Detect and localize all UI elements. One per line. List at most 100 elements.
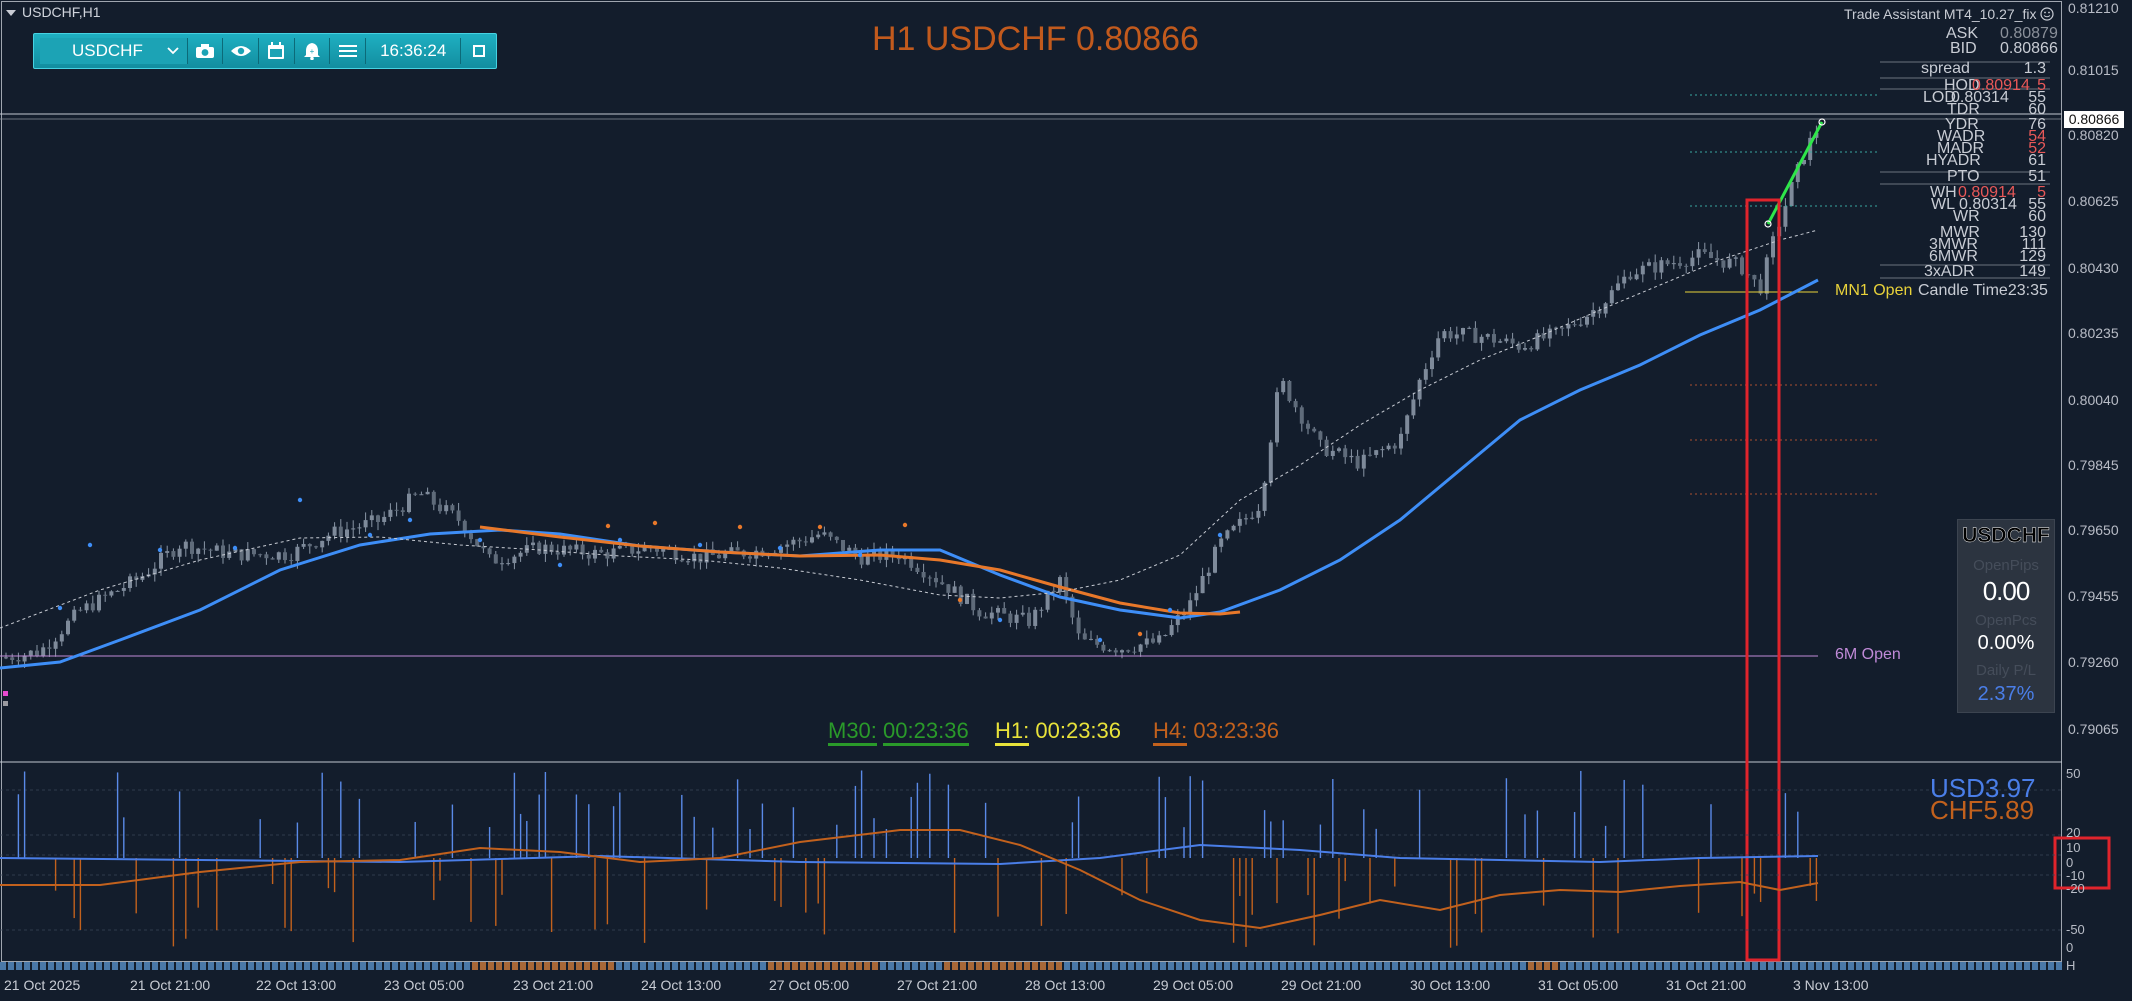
session-marker <box>1736 962 1742 970</box>
info-label: HOD <box>1944 77 1980 94</box>
candle <box>84 600 89 614</box>
price-axis-label: 0.80430 <box>2068 260 2119 276</box>
session-marker <box>1320 962 1326 970</box>
session-marker <box>176 962 182 970</box>
candle <box>605 549 610 567</box>
menu-button[interactable] <box>330 38 367 64</box>
screenshot-button[interactable] <box>188 38 224 64</box>
oscillator-axis-label: 0 <box>2066 940 2074 955</box>
session-marker <box>1392 962 1398 970</box>
candle <box>1802 159 1806 166</box>
info-value: 55 <box>2028 89 2046 106</box>
session-marker <box>1216 962 1222 970</box>
candle <box>394 502 399 517</box>
oscillator-axis-label: -10 <box>2066 868 2085 883</box>
session-marker <box>488 962 494 970</box>
session-marker <box>136 962 142 970</box>
candle <box>1721 260 1726 273</box>
info-value: 51 <box>2028 168 2046 185</box>
candle <box>580 539 585 560</box>
session-marker <box>88 962 94 970</box>
session-marker <box>1192 962 1198 970</box>
candle <box>506 558 511 566</box>
session-marker <box>1608 962 1614 970</box>
info-value: 129 <box>2019 248 2046 265</box>
candle <box>1014 609 1019 630</box>
session-marker <box>1864 962 1870 970</box>
calendar-button[interactable] <box>259 38 295 64</box>
session-marker <box>1008 962 1014 970</box>
session-marker <box>1040 962 1046 970</box>
candle <box>785 540 790 555</box>
candle <box>1213 544 1217 574</box>
candle <box>1262 481 1267 517</box>
session-marker <box>800 962 806 970</box>
candle <box>1163 634 1168 637</box>
session-marker <box>2048 962 2054 970</box>
session-marker <box>1776 962 1782 970</box>
session-marker <box>568 962 574 970</box>
window-button[interactable] <box>461 38 496 64</box>
session-marker <box>888 962 894 970</box>
session-marker <box>1568 962 1574 970</box>
session-marker <box>992 962 998 970</box>
candle <box>1665 258 1670 267</box>
info-value: 149 <box>2019 263 2046 280</box>
info-row-hyadr: HYADR <box>1926 153 1981 169</box>
session-marker <box>1384 962 1390 970</box>
candle <box>1504 334 1509 344</box>
candle <box>388 503 393 522</box>
candle <box>1566 318 1571 337</box>
candle <box>376 514 380 531</box>
candle <box>1715 250 1720 266</box>
candlestick-series <box>4 125 1819 669</box>
session-marker <box>1448 962 1454 970</box>
info-row-bid: BID <box>1950 41 1977 57</box>
session-marker <box>712 962 718 970</box>
session-marker <box>1360 962 1366 970</box>
view-button[interactable] <box>223 38 260 64</box>
alert-button[interactable]: + <box>295 38 331 64</box>
session-marker <box>1528 962 1534 970</box>
session-marker <box>1976 962 1982 970</box>
candle <box>97 590 101 613</box>
candle <box>1771 231 1775 265</box>
session-marker <box>232 962 238 970</box>
candle <box>1783 198 1788 232</box>
candle <box>1144 630 1149 648</box>
symbol-dropdown-label: USDCHF <box>72 41 143 60</box>
session-marker <box>1232 962 1238 970</box>
window-menu-triangle-icon[interactable] <box>6 10 16 17</box>
candle <box>586 551 591 566</box>
session-marker <box>792 962 798 970</box>
session-marker <box>520 962 526 970</box>
symbol-dropdown[interactable]: USDCHF <box>40 38 188 64</box>
session-marker <box>480 962 486 970</box>
candle <box>72 605 77 623</box>
session-marker <box>184 962 190 970</box>
session-marker <box>1832 962 1838 970</box>
signal-dot <box>777 545 783 551</box>
candle <box>568 544 573 556</box>
info-label: WH <box>1930 184 1957 201</box>
session-marker <box>760 962 766 970</box>
info-price: 0.80914 <box>1972 77 2030 94</box>
session-marker <box>1152 962 1158 970</box>
candle <box>1473 321 1478 344</box>
session-marker <box>872 962 878 970</box>
candle <box>1634 268 1639 281</box>
session-marker <box>952 962 958 970</box>
session-marker <box>552 962 558 970</box>
candle <box>555 544 560 560</box>
oscillator-axis-label: -50 <box>2066 922 2085 937</box>
session-marker <box>536 962 542 970</box>
highlight-box <box>2053 836 2111 890</box>
candle <box>1653 254 1658 280</box>
session-marker <box>240 962 246 970</box>
session-marker <box>1056 962 1062 970</box>
candle <box>1194 585 1199 607</box>
session-marker <box>1272 962 1278 970</box>
candle <box>382 511 387 526</box>
candle <box>1622 269 1627 289</box>
